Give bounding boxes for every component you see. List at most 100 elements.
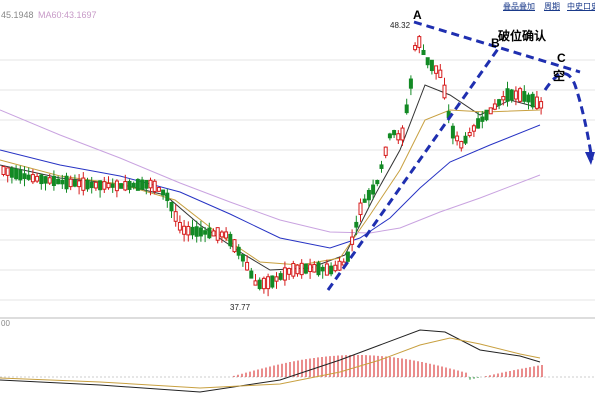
candle-body <box>434 65 439 74</box>
candle-body <box>354 221 359 228</box>
candle-body <box>257 279 262 290</box>
candle-body <box>161 189 166 196</box>
candle-body <box>64 175 69 190</box>
toolbar-overlay-button[interactable]: 叠品叠加 <box>503 2 535 11</box>
candle-body <box>329 265 334 275</box>
point-a-label: A <box>413 8 422 22</box>
candle-body <box>81 177 86 191</box>
candle-body <box>480 116 485 122</box>
candle-body <box>484 109 489 121</box>
ma-short-line <box>0 84 541 271</box>
candle-body <box>400 127 405 141</box>
candle-body <box>5 167 10 176</box>
candlesticks <box>1 34 544 297</box>
candle-body <box>85 179 90 190</box>
price-low-label: 37.77 <box>230 303 251 312</box>
candle-body <box>417 36 422 48</box>
toolbar-period-button[interactable]: 周期 <box>544 2 560 11</box>
candle-body <box>375 179 380 185</box>
candle-body <box>169 202 174 212</box>
candle-body <box>396 133 401 141</box>
candle-body <box>404 104 409 114</box>
grid-lines <box>0 59 595 378</box>
candle-body <box>110 183 115 188</box>
candle-body <box>89 181 94 189</box>
point-b-label: B <box>491 36 500 50</box>
candle-body <box>324 263 329 276</box>
candle-body <box>123 181 128 191</box>
macd-dea-line <box>0 337 541 389</box>
candle-body <box>177 221 182 231</box>
candle-body <box>56 178 61 185</box>
ma-long-line <box>0 124 541 249</box>
candle-body <box>26 174 31 180</box>
macd-panel <box>0 329 543 393</box>
candle-body <box>408 78 413 89</box>
candle-body <box>194 226 199 237</box>
candle-body <box>114 180 119 192</box>
candle-body <box>291 263 296 277</box>
candle-body <box>173 211 178 222</box>
candle-body <box>345 251 350 262</box>
candle-body <box>362 198 367 203</box>
candle-body <box>131 182 136 188</box>
candle-body <box>190 226 195 236</box>
candle-body <box>425 57 430 66</box>
candle-body <box>156 187 161 192</box>
candle-body <box>98 180 103 191</box>
candle-body <box>266 276 271 290</box>
candle-body <box>518 88 523 102</box>
ma-mid-line <box>0 109 541 266</box>
candle-body <box>497 99 502 106</box>
ma60-readout: MA60:43.1697 <box>38 10 97 20</box>
candle-body <box>249 270 254 279</box>
candle-body <box>182 225 187 235</box>
candle-body <box>366 189 371 201</box>
candle-body <box>236 246 241 256</box>
candle-body <box>308 264 313 273</box>
candle-body <box>392 130 397 136</box>
macd-scale-label: 00 <box>1 319 10 328</box>
candle-body <box>299 262 304 276</box>
trendlines <box>326 20 595 291</box>
candle-body <box>476 118 481 129</box>
candle-body <box>165 192 170 202</box>
candle-body <box>68 178 73 188</box>
candle-body <box>371 184 376 195</box>
candle-body <box>316 262 321 276</box>
candle-body <box>505 88 510 102</box>
candle-body <box>379 164 384 169</box>
candle-body <box>442 84 447 99</box>
point-c-label: C <box>557 51 566 65</box>
candle-body <box>320 266 325 272</box>
candle-body <box>467 132 472 137</box>
candle-body <box>240 254 245 262</box>
candle-body <box>148 179 153 189</box>
toolbar-history-button[interactable]: 中史口史 <box>567 2 595 11</box>
candle-body <box>278 273 283 280</box>
candle-body <box>219 231 224 238</box>
candle-body <box>77 180 82 188</box>
candle-body <box>43 176 48 184</box>
candle-body <box>60 179 65 185</box>
candle-body <box>295 264 300 275</box>
candle-body <box>30 174 35 183</box>
candle-body <box>72 180 77 187</box>
ma-readout-left: 45.1948 <box>1 10 34 20</box>
candle-body <box>287 268 292 275</box>
candle-body <box>350 236 355 245</box>
candle-body <box>274 276 279 282</box>
candle-body <box>119 183 124 189</box>
candle-body <box>47 177 52 184</box>
candle-body <box>455 135 460 142</box>
candle-body <box>270 275 275 288</box>
candle-body <box>438 69 443 78</box>
candle-body <box>471 125 476 132</box>
candle-body <box>450 125 455 139</box>
candle-body <box>429 59 434 72</box>
candle-body <box>261 277 266 290</box>
ma-longest-line <box>0 109 541 234</box>
candle-body <box>51 175 56 187</box>
candle-body <box>509 89 514 101</box>
candle-body <box>18 169 23 181</box>
